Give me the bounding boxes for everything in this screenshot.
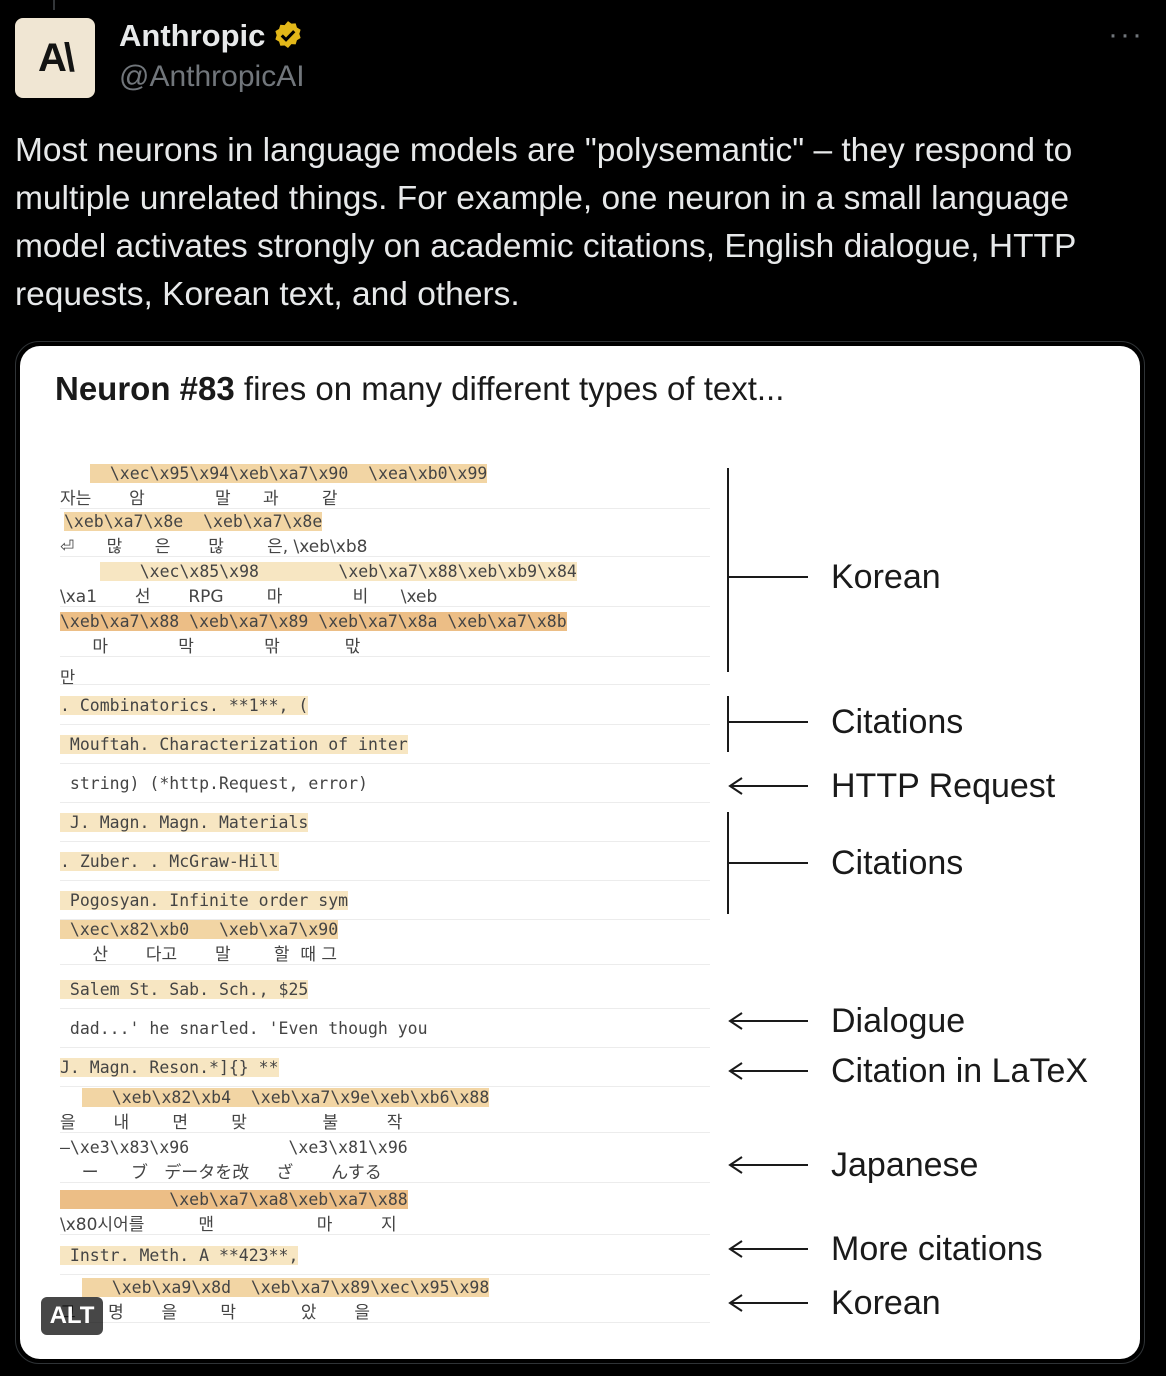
row-code: string) (*http.Request, error) — [60, 774, 368, 793]
alt-text-badge[interactable]: ALT — [41, 1297, 103, 1335]
row-code: \xec\x82\xb0 \xeb\xa7\x90 — [60, 920, 339, 939]
activation-row: —\xe3\x83\x96 \xe3\x81\x96 ー ブ データを改 ざ ん… — [60, 1138, 710, 1183]
row-sub: 을 내 면 맞 불 작 — [60, 1113, 403, 1133]
activation-row: Pogosyan. Infinite order sym — [60, 885, 710, 920]
media-image[interactable]: Neuron #83 fires on many different types… — [15, 341, 1145, 1364]
activation-row: dad...' he snarled. 'Even though you — [60, 1013, 710, 1048]
avatar-logo: A\ — [38, 35, 75, 80]
figure-card: Neuron #83 fires on many different types… — [20, 346, 1140, 1359]
row-sub: 자는 암 말 과 같 — [60, 489, 338, 509]
activation-row: Salem St. Sab. Sch., $25 — [60, 974, 710, 1009]
row-sub: ⏎ 많 은 많 은, \xeb\xb8 — [60, 537, 368, 557]
activation-row: \xeb\xa7\x88 \xeb\xa7\x89 \xeb\xa7\x8a \… — [60, 612, 710, 657]
row-code: \xeb\xa7\x88 \xeb\xa7\x89 \xeb\xa7\x8a \… — [60, 612, 567, 631]
row-code: . Combinatorics. **1**, ( — [60, 696, 309, 715]
annotation-korean: Korean — [831, 558, 941, 596]
activation-row: string) (*http.Request, error) — [60, 768, 710, 803]
more-citations-arrowhead — [728, 1240, 743, 1258]
row-code: . Zuber. . McGraw-Hill — [60, 852, 279, 871]
tweet-text: Most neurons in language models are "pol… — [15, 132, 1076, 313]
row-code: \xec\x95\x94\xeb\xa7\x90 \xea\xb0\x99 — [90, 464, 488, 483]
avatar[interactable]: A\ — [15, 18, 95, 98]
activation-row: 만 — [60, 658, 710, 687]
http-arrowhead — [728, 777, 743, 795]
activation-row: \xec\x85\x98 \xeb\xa7\x88\xeb\xb9\x84 \x… — [60, 562, 710, 607]
row-code: dad...' he snarled. 'Even though you — [60, 1019, 428, 1038]
figure-title: Neuron #83 fires on many different types… — [55, 370, 784, 408]
row-code: \xeb\xa7\x8e \xeb\xa7\x8e — [64, 512, 323, 531]
row-sub: ー ブ データを改 ざ んする — [60, 1163, 382, 1183]
row-code: \xeb\xa7\xa8\xeb\xa7\x88 — [60, 1190, 408, 1209]
activation-row: \xeb\xa9\x8d \xeb\xa7\x89\xec\x95\x98 그 … — [60, 1278, 710, 1323]
annotation-citations: Citations — [831, 703, 964, 741]
thread-connector-line — [53, 0, 55, 10]
activation-row: J. Magn. Magn. Materials — [60, 807, 710, 842]
row-code: Pogosyan. Infinite order sym — [60, 891, 349, 910]
activation-row: Mouftah. Characterization of inter — [60, 729, 710, 764]
row-sub: 산 다고 말 할 때 그 — [60, 945, 337, 965]
annotation-citations-2: Citations — [831, 844, 964, 882]
row-sub: 마 막 맊 맋 — [60, 637, 361, 657]
author-name-row[interactable]: Anthropic — [119, 18, 305, 54]
author-name[interactable]: Anthropic — [119, 18, 266, 53]
annotation-japanese: Japanese — [831, 1146, 979, 1184]
activation-row: Instr. Meth. A **423**, — [60, 1240, 710, 1275]
annotation-citation-latex: Citation in LaTeX — [831, 1052, 1089, 1090]
row-code: \xeb\xa9\x8d \xeb\xa7\x89\xec\x95\x98 — [82, 1278, 490, 1297]
activation-row: . Combinatorics. **1**, ( — [60, 690, 710, 725]
row-code: J. Magn. Magn. Materials — [60, 813, 309, 832]
annotation-more-citations: More citations — [831, 1230, 1043, 1268]
row-code: \xec\x85\x98 \xeb\xa7\x88\xeb\xb9\x84 — [100, 562, 577, 581]
activation-row: . Zuber. . McGraw-Hill — [60, 846, 710, 881]
activation-row: \xeb\xa7\xa8\xeb\xa7\x88 \x80시어를 맨 마 지 — [60, 1190, 710, 1235]
activation-row: \xeb\xa7\x8e \xeb\xa7\x8e ⏎ 많 은 많 은, \xe… — [60, 512, 710, 557]
activation-row: \xec\x95\x94\xeb\xa7\x90 \xea\xb0\x99 자는… — [60, 464, 710, 509]
annotation-http-request: HTTP Request — [831, 767, 1056, 805]
annotation-lines — [727, 468, 808, 1312]
author-handle[interactable]: @AnthropicAI — [119, 60, 305, 93]
activation-row: J. Magn. Reson.*]{} ** — [60, 1052, 710, 1087]
row-code: J. Magn. Reson.*]{} ** — [60, 1058, 279, 1077]
row-sub: \xa1 선 RPG 마 비 \xeb — [60, 587, 438, 607]
figure-title-rest: fires on many different types of text... — [234, 370, 785, 407]
activation-row: \xec\x82\xb0 \xeb\xa7\x90 산 다고 말 할 때 그 — [60, 920, 710, 965]
row-code: Salem St. Sab. Sch., $25 — [60, 980, 309, 999]
row-code: Mouftah. Characterization of inter — [60, 735, 408, 754]
row-code: —\xe3\x83\x96 \xe3\x81\x96 — [60, 1138, 408, 1157]
row-code: Instr. Meth. A **423**, — [60, 1246, 299, 1265]
activation-row: \xeb\x82\xb4 \xeb\xa7\x9e\xeb\xb6\x88 을 … — [60, 1088, 710, 1133]
japanese-arrowhead — [728, 1156, 743, 1174]
annotation-dialogue: Dialogue — [831, 1002, 966, 1040]
annotation-korean-2: Korean — [831, 1284, 941, 1322]
row-sub: \x80시어를 맨 마 지 — [60, 1215, 397, 1235]
figure-title-bold: Neuron #83 — [55, 370, 235, 407]
korean2-arrowhead — [728, 1294, 743, 1312]
verified-badge-icon — [275, 21, 301, 49]
latex-arrowhead — [728, 1062, 743, 1080]
more-options-icon[interactable]: ··· — [1108, 18, 1144, 51]
dialogue-arrowhead — [728, 1012, 743, 1030]
row-code: \xeb\x82\xb4 \xeb\xa7\x9e\xeb\xb6\x88 — [82, 1088, 490, 1107]
row-code: 만 — [60, 668, 76, 687]
